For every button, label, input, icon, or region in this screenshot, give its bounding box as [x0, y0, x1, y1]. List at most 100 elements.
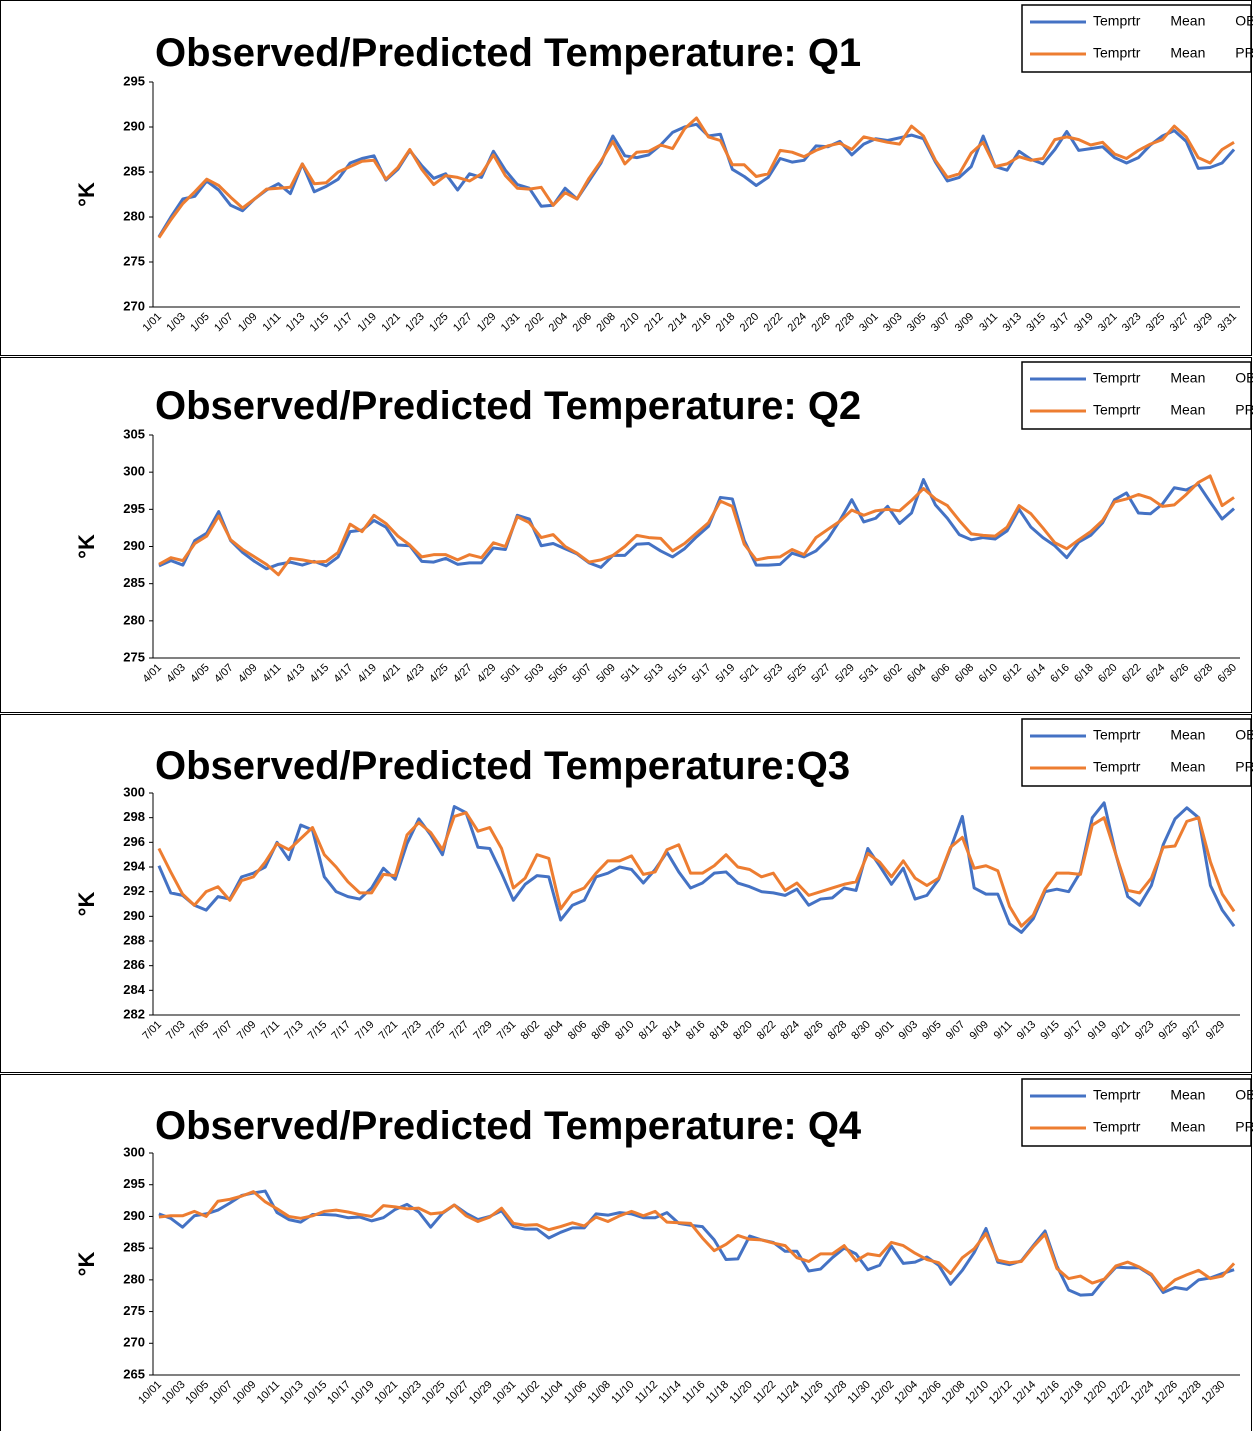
legend-label: Temprtr Mean PRD — [1093, 45, 1253, 61]
legend-box — [1021, 718, 1252, 787]
x-tick-label: 1/27 — [451, 311, 475, 335]
x-tick-label: 8/10 — [613, 1019, 637, 1043]
x-tick-label: 2/08 — [594, 311, 618, 335]
y-tick-label: 300 — [123, 464, 145, 479]
x-tick-label: 4/27 — [451, 662, 475, 686]
x-tick-label: 7/31 — [495, 1019, 519, 1043]
x-tick-label: 1/03 — [164, 311, 188, 335]
x-tick-label: 11/26 — [798, 1379, 825, 1406]
x-tick-label: 6/18 — [1072, 662, 1096, 686]
x-tick-label: 7/01 — [140, 1019, 164, 1043]
x-tick-label: 11/20 — [727, 1379, 754, 1406]
chart-title: Observed/Predicted Temperature: Q2 — [155, 384, 861, 428]
x-tick-label: 10/31 — [491, 1379, 519, 1407]
y-tick-label: 290 — [123, 1208, 145, 1223]
x-tick-label: 12/14 — [1010, 1379, 1038, 1407]
series-line — [158, 474, 1235, 577]
y-tick-label: 282 — [123, 1006, 145, 1021]
x-tick-label: 7/11 — [259, 1019, 282, 1042]
x-tick-label: 3/21 — [1096, 311, 1120, 335]
chart-title: Observed/Predicted Temperature: Q4 — [155, 1104, 862, 1148]
x-tick-label: 4/21 — [379, 662, 403, 686]
legend-label: Temprtr Mean PRD — [1093, 1119, 1253, 1135]
x-tick-label: 4/03 — [164, 662, 188, 686]
series-line — [158, 1190, 1236, 1292]
y-tick-label: 300 — [123, 784, 145, 799]
x-tick-label: 1/15 — [308, 311, 332, 335]
x-tick-label: 6/16 — [1048, 662, 1072, 686]
x-tick-label: 8/22 — [755, 1019, 779, 1043]
x-tick-label: 3/27 — [1168, 311, 1192, 335]
x-tick-label: 10/21 — [372, 1379, 400, 1407]
x-tick-label: 9/17 — [1062, 1019, 1086, 1043]
x-tick-label: 10/25 — [420, 1379, 448, 1407]
x-tick-label: 3/25 — [1144, 311, 1168, 335]
x-tick-label: 12/30 — [1199, 1379, 1227, 1407]
x-tick-label: 3/19 — [1072, 311, 1096, 335]
y-tick-label: 290 — [123, 908, 145, 923]
y-tick-label: 290 — [123, 538, 145, 553]
y-axis-label: °K — [74, 534, 99, 559]
x-tick-label: 3/23 — [1120, 311, 1144, 335]
x-tick-label: 7/17 — [329, 1019, 353, 1043]
x-tick-label: 5/11 — [619, 662, 642, 685]
x-tick-label: 4/11 — [260, 662, 283, 685]
x-tick-label: 7/21 — [377, 1019, 401, 1043]
x-tick-label: 6/22 — [1120, 662, 1144, 686]
x-tick-label: 3/29 — [1192, 311, 1216, 335]
y-tick-label: 300 — [123, 1144, 145, 1159]
x-tick-label: 1/17 — [332, 311, 356, 335]
x-tick-label: 4/15 — [308, 662, 332, 686]
x-tick-label: 11/30 — [846, 1379, 873, 1406]
x-tick-label: 2/04 — [547, 311, 571, 335]
x-tick-label: 6/26 — [1168, 662, 1192, 686]
x-tick-label: 11/06 — [562, 1379, 589, 1406]
x-tick-label: 10/13 — [278, 1379, 306, 1407]
y-axis-label: °K — [74, 892, 99, 917]
x-tick-label: 7/23 — [400, 1019, 424, 1043]
x-tick-label: 6/24 — [1144, 662, 1168, 686]
legend-box — [1021, 1078, 1252, 1147]
legend-label: Temprtr Mean OBS — [1093, 13, 1253, 29]
panel-border — [0, 0, 1252, 356]
x-tick-label: 11/12 — [633, 1379, 660, 1406]
x-tick-label: 8/14 — [660, 1019, 684, 1043]
x-tick-label: 4/19 — [355, 662, 379, 686]
x-tick-label: 12/24 — [1129, 1379, 1157, 1407]
y-tick-label: 275 — [123, 649, 145, 664]
x-tick-label: 4/07 — [212, 662, 236, 686]
series-line — [158, 478, 1236, 571]
y-tick-label: 280 — [123, 612, 145, 627]
x-tick-label: 12/02 — [869, 1379, 897, 1407]
y-tick-label: 286 — [123, 957, 145, 972]
y-tick-label: 295 — [123, 73, 145, 88]
x-tick-label: 5/07 — [570, 662, 594, 686]
x-tick-label: 9/07 — [944, 1019, 968, 1043]
x-tick-label: 7/13 — [282, 1019, 306, 1043]
x-tick-label: 8/24 — [778, 1019, 802, 1043]
x-tick-label: 10/17 — [325, 1379, 353, 1407]
x-tick-label: 3/09 — [953, 311, 977, 335]
series-line — [158, 1189, 1235, 1297]
x-tick-label: 6/14 — [1024, 662, 1048, 686]
x-tick-label: 10/23 — [396, 1379, 424, 1407]
y-tick-label: 285 — [123, 163, 145, 178]
legend-label: Temprtr Mean PRD — [1093, 759, 1253, 775]
x-tick-label: 9/15 — [1038, 1019, 1062, 1043]
x-tick-label: 10/19 — [349, 1379, 377, 1407]
chart-title: Observed/Predicted Temperature: Q1 — [155, 31, 861, 75]
x-tick-label: 9/21 — [1109, 1019, 1133, 1043]
x-tick-label: 2/22 — [762, 311, 786, 335]
x-tick-label: 8/30 — [849, 1019, 873, 1043]
x-tick-label: 1/31 — [499, 311, 523, 335]
x-tick-label: 6/28 — [1192, 662, 1216, 686]
x-tick-label: 10/01 — [136, 1379, 164, 1407]
x-tick-label: 12/16 — [1034, 1379, 1062, 1407]
x-tick-label: 4/13 — [284, 662, 308, 686]
x-tick-label: 5/01 — [499, 662, 523, 686]
x-tick-label: 11/22 — [751, 1379, 778, 1406]
x-tick-label: 10/05 — [183, 1379, 211, 1407]
x-tick-label: 6/10 — [977, 662, 1001, 686]
x-tick-label: 10/03 — [160, 1379, 188, 1407]
